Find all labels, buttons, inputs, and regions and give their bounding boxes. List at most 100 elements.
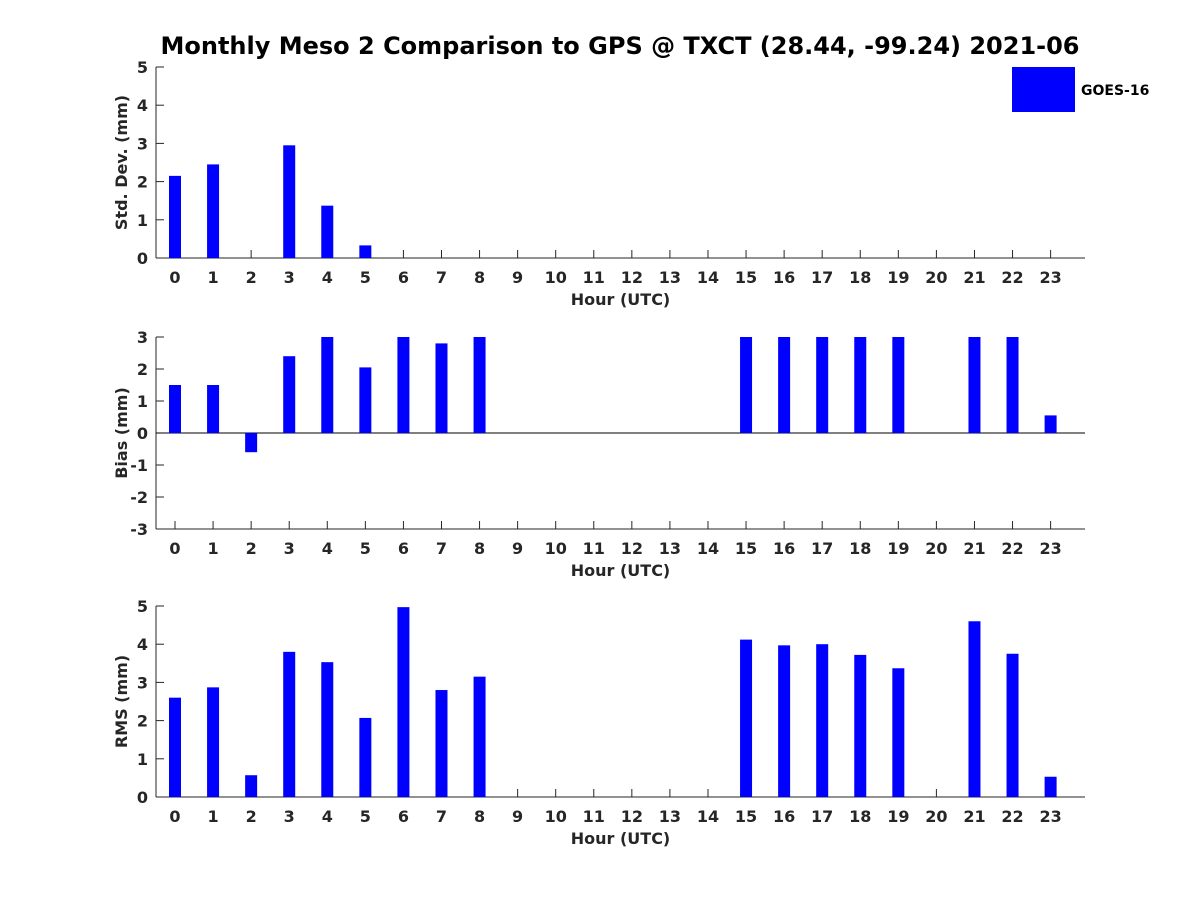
y-tick-label: -2 xyxy=(130,488,148,507)
bar-hour-18 xyxy=(854,337,867,433)
bar-hour-6 xyxy=(397,607,410,797)
bar-hour-5 xyxy=(359,717,372,797)
x-tick-label: 6 xyxy=(398,539,409,558)
x-tick-label: 0 xyxy=(169,268,180,287)
x-tick-label: 14 xyxy=(697,807,719,826)
x-tick-label: 10 xyxy=(545,539,567,558)
x-tick-label: 15 xyxy=(735,807,757,826)
x-tick-label: 19 xyxy=(887,807,909,826)
bar-hour-5 xyxy=(359,367,372,433)
y-axis-label: Std. Dev. (mm) xyxy=(112,95,131,230)
y-axis-label: Bias (mm) xyxy=(112,387,131,479)
x-tick-label: 0 xyxy=(169,539,180,558)
bar-hour-19 xyxy=(892,337,905,433)
bar-hour-17 xyxy=(816,644,829,797)
x-tick-label: 5 xyxy=(360,268,371,287)
bar-hour-16 xyxy=(778,645,791,797)
x-tick-label: 17 xyxy=(811,807,833,826)
x-tick-label: 3 xyxy=(284,268,295,287)
x-tick-label: 21 xyxy=(963,268,985,287)
x-tick-label: 11 xyxy=(583,539,605,558)
x-tick-label: 9 xyxy=(512,268,523,287)
bar-hour-15 xyxy=(740,337,753,433)
x-tick-label: 23 xyxy=(1039,539,1061,558)
y-tick-label: 5 xyxy=(137,597,148,616)
y-tick-label: -1 xyxy=(130,456,148,475)
x-tick-label: 23 xyxy=(1039,807,1061,826)
x-tick-label: 1 xyxy=(207,268,218,287)
x-tick-label: 17 xyxy=(811,539,833,558)
x-tick-label: 1 xyxy=(207,539,218,558)
bar-hour-21 xyxy=(968,621,981,797)
x-tick-label: 7 xyxy=(436,268,447,287)
y-tick-label: 2 xyxy=(137,712,148,731)
y-tick-label: 2 xyxy=(137,360,148,379)
y-tick-label: 3 xyxy=(137,328,148,347)
bar-hour-0 xyxy=(169,697,181,797)
bar-hour-7 xyxy=(435,690,448,797)
x-tick-label: 10 xyxy=(545,807,567,826)
x-tick-label: 14 xyxy=(697,268,719,287)
bar-hour-17 xyxy=(816,337,829,433)
bar-hour-2 xyxy=(245,775,258,797)
bar-hour-4 xyxy=(321,662,334,797)
x-tick-label: 18 xyxy=(849,268,871,287)
bar-hour-8 xyxy=(473,676,486,797)
y-tick-label: -3 xyxy=(130,520,148,539)
bar-hour-5 xyxy=(359,245,372,258)
x-tick-label: 11 xyxy=(583,807,605,826)
y-tick-label: 2 xyxy=(137,173,148,192)
x-tick-label: 2 xyxy=(246,539,257,558)
y-tick-label: 1 xyxy=(137,211,148,230)
x-tick-label: 20 xyxy=(925,807,947,826)
x-tick-label: 20 xyxy=(925,268,947,287)
x-tick-label: 7 xyxy=(436,539,447,558)
x-tick-label: 5 xyxy=(360,539,371,558)
x-axis-label: Hour (UTC) xyxy=(571,829,671,848)
y-tick-label: 0 xyxy=(137,249,148,268)
x-tick-label: 1 xyxy=(207,807,218,826)
y-tick-label: 5 xyxy=(137,58,148,77)
bar-hour-16 xyxy=(778,337,791,433)
bar-hour-1 xyxy=(207,385,220,433)
bar-hour-23 xyxy=(1044,776,1057,797)
x-tick-label: 21 xyxy=(963,807,985,826)
x-axis-label: Hour (UTC) xyxy=(571,290,671,309)
x-tick-label: 16 xyxy=(773,807,795,826)
y-tick-label: 3 xyxy=(137,673,148,692)
bar-hour-2 xyxy=(245,433,258,453)
y-tick-label: 1 xyxy=(137,392,148,411)
legend-label: GOES-16 xyxy=(1081,83,1149,99)
x-tick-label: 3 xyxy=(284,539,295,558)
x-tick-label: 21 xyxy=(963,539,985,558)
chart-title: Monthly Meso 2 Comparison to GPS @ TXCT … xyxy=(160,32,1079,60)
x-tick-label: 16 xyxy=(773,268,795,287)
x-tick-label: 22 xyxy=(1001,807,1023,826)
y-tick-label: 3 xyxy=(137,134,148,153)
x-tick-label: 19 xyxy=(887,539,909,558)
y-tick-label: 0 xyxy=(137,424,148,443)
bar-hour-3 xyxy=(283,356,296,433)
x-tick-label: 4 xyxy=(322,539,333,558)
bar-hour-4 xyxy=(321,337,334,433)
bar-hour-6 xyxy=(397,337,410,433)
x-tick-label: 14 xyxy=(697,539,719,558)
x-tick-label: 6 xyxy=(398,268,409,287)
legend-swatch xyxy=(1012,67,1075,112)
y-tick-label: 4 xyxy=(137,635,148,654)
x-tick-label: 18 xyxy=(849,807,871,826)
bar-hour-8 xyxy=(473,337,486,433)
x-tick-label: 13 xyxy=(659,807,681,826)
x-tick-label: 2 xyxy=(246,807,257,826)
bar-hour-22 xyxy=(1006,337,1019,433)
x-tick-label: 22 xyxy=(1001,268,1023,287)
bar-hour-22 xyxy=(1006,653,1019,797)
bar-hour-0 xyxy=(169,385,181,433)
bar-hour-3 xyxy=(283,145,296,258)
x-tick-label: 17 xyxy=(811,268,833,287)
x-tick-label: 20 xyxy=(925,539,947,558)
x-tick-label: 12 xyxy=(621,539,643,558)
